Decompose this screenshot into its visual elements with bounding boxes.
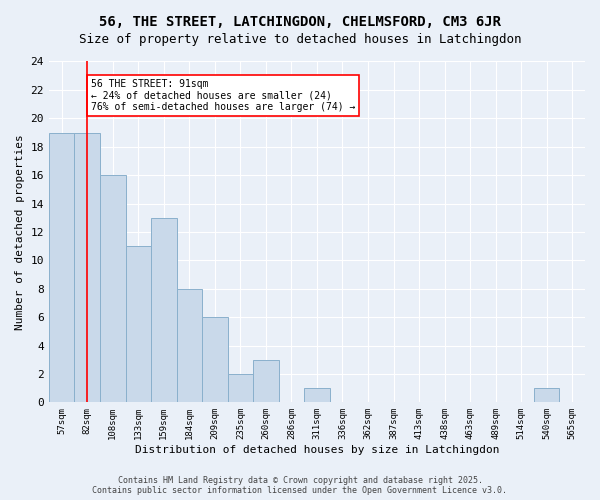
Bar (253, 360, 278, 403)
Bar (74, 132, 100, 402)
Bar (151, 218, 176, 402)
Bar (125, 246, 151, 402)
X-axis label: Distribution of detached houses by size in Latchingdon: Distribution of detached houses by size … (135, 445, 499, 455)
Bar (202, 317, 227, 402)
Text: 56, THE STREET, LATCHINGDON, CHELMSFORD, CM3 6JR: 56, THE STREET, LATCHINGDON, CHELMSFORD,… (99, 15, 501, 29)
Bar (49, 132, 74, 402)
Text: 56 THE STREET: 91sqm
← 24% of detached houses are smaller (24)
76% of semi-detac: 56 THE STREET: 91sqm ← 24% of detached h… (91, 78, 355, 112)
Y-axis label: Number of detached properties: Number of detached properties (15, 134, 25, 330)
Bar (100, 175, 125, 402)
Bar (304, 388, 330, 402)
Bar (534, 388, 559, 402)
Text: Size of property relative to detached houses in Latchingdon: Size of property relative to detached ho… (79, 32, 521, 46)
Bar (176, 288, 202, 403)
Bar (227, 374, 253, 402)
Text: Contains HM Land Registry data © Crown copyright and database right 2025.
Contai: Contains HM Land Registry data © Crown c… (92, 476, 508, 495)
